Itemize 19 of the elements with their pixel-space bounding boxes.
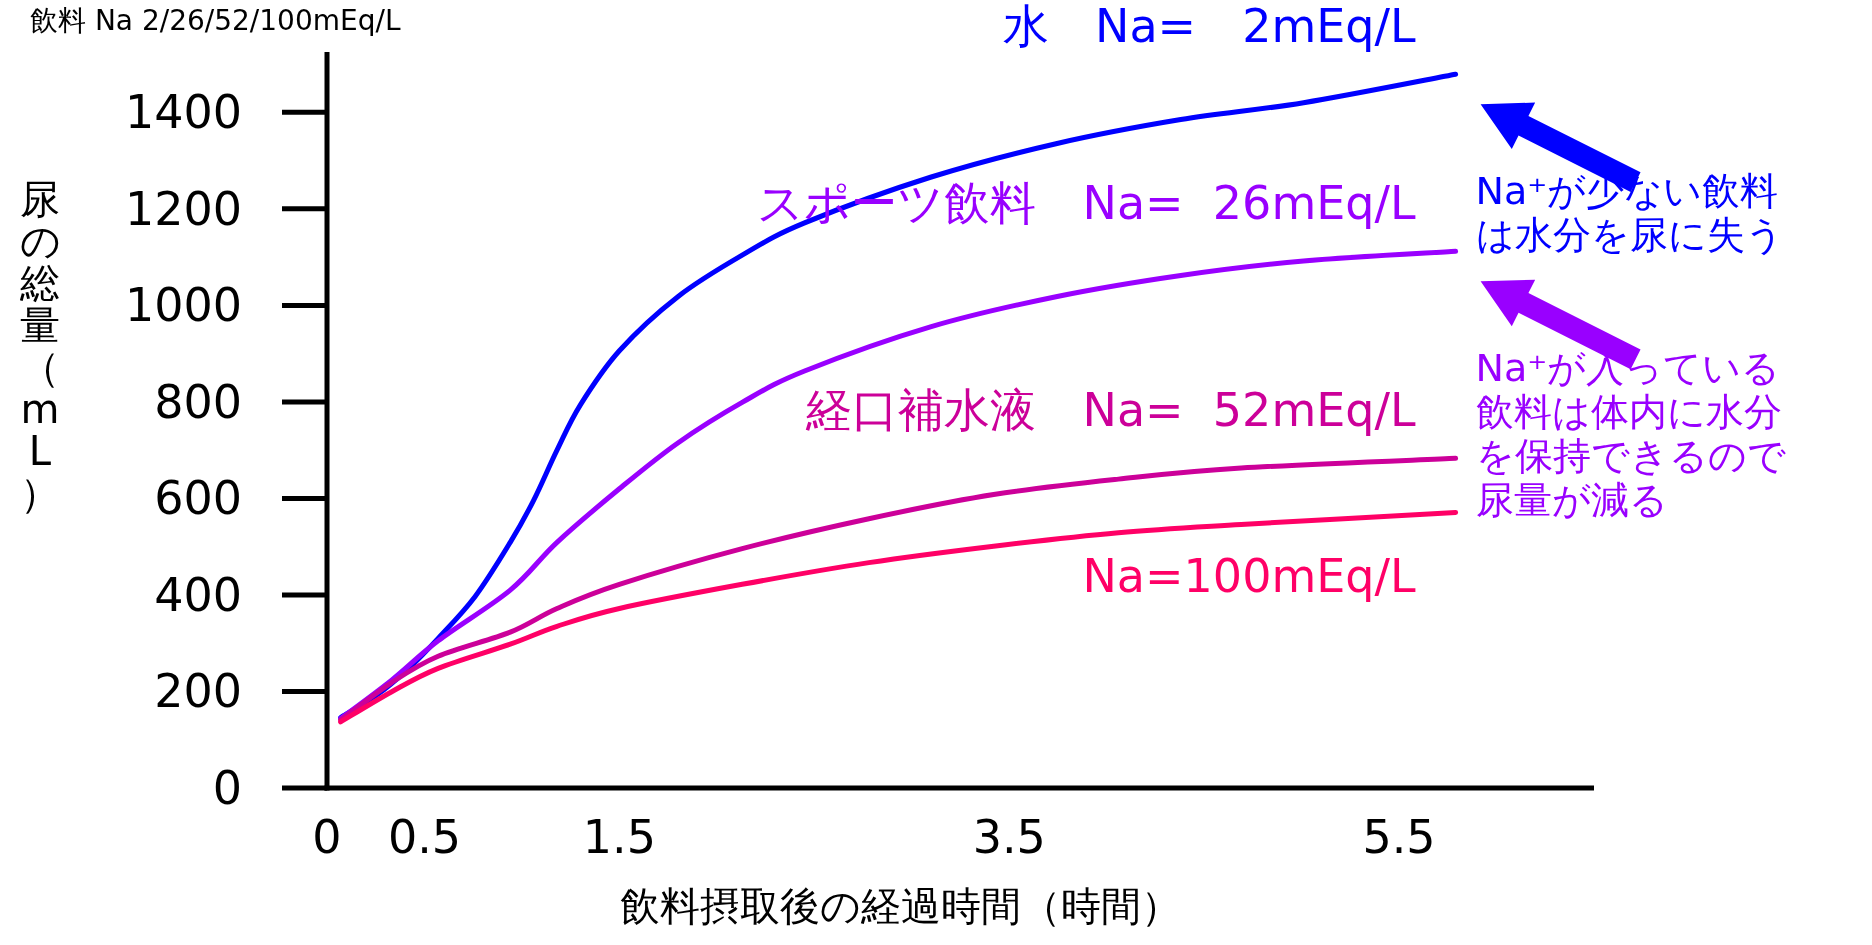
x-tick-label: 3.5	[972, 810, 1046, 864]
series-label: Na=100mEq/L	[1082, 549, 1416, 604]
y-tick-label: 1000	[124, 278, 242, 333]
y-tick-label: 800	[154, 374, 242, 429]
x-tick-label: 0.5	[387, 810, 462, 864]
y-axis-title: 尿の総量（mL）	[19, 176, 61, 516]
x-axis-title: 飲料摂取後の経過時間（時間）	[620, 883, 1181, 929]
x-tick-label: 5.5	[1362, 810, 1436, 864]
y-tick-label: 400	[154, 567, 242, 622]
x-tick-label: 0	[312, 810, 342, 864]
y-tick-label: 1200	[124, 181, 242, 236]
y-tick-label: 600	[154, 471, 242, 526]
series-label: 経口補水液 Na= 52mEq/L	[805, 383, 1416, 438]
y-tick-label: 1400	[124, 85, 242, 140]
text: 飲料 Na 2/26/52/100mEq/L	[30, 4, 401, 37]
y-tick-label: 200	[154, 664, 242, 719]
x-tick-label: 1.5	[582, 810, 656, 864]
series-label: 水 Na= 2mEq/L	[1003, 0, 1416, 54]
y-tick-label: 0	[212, 761, 242, 815]
